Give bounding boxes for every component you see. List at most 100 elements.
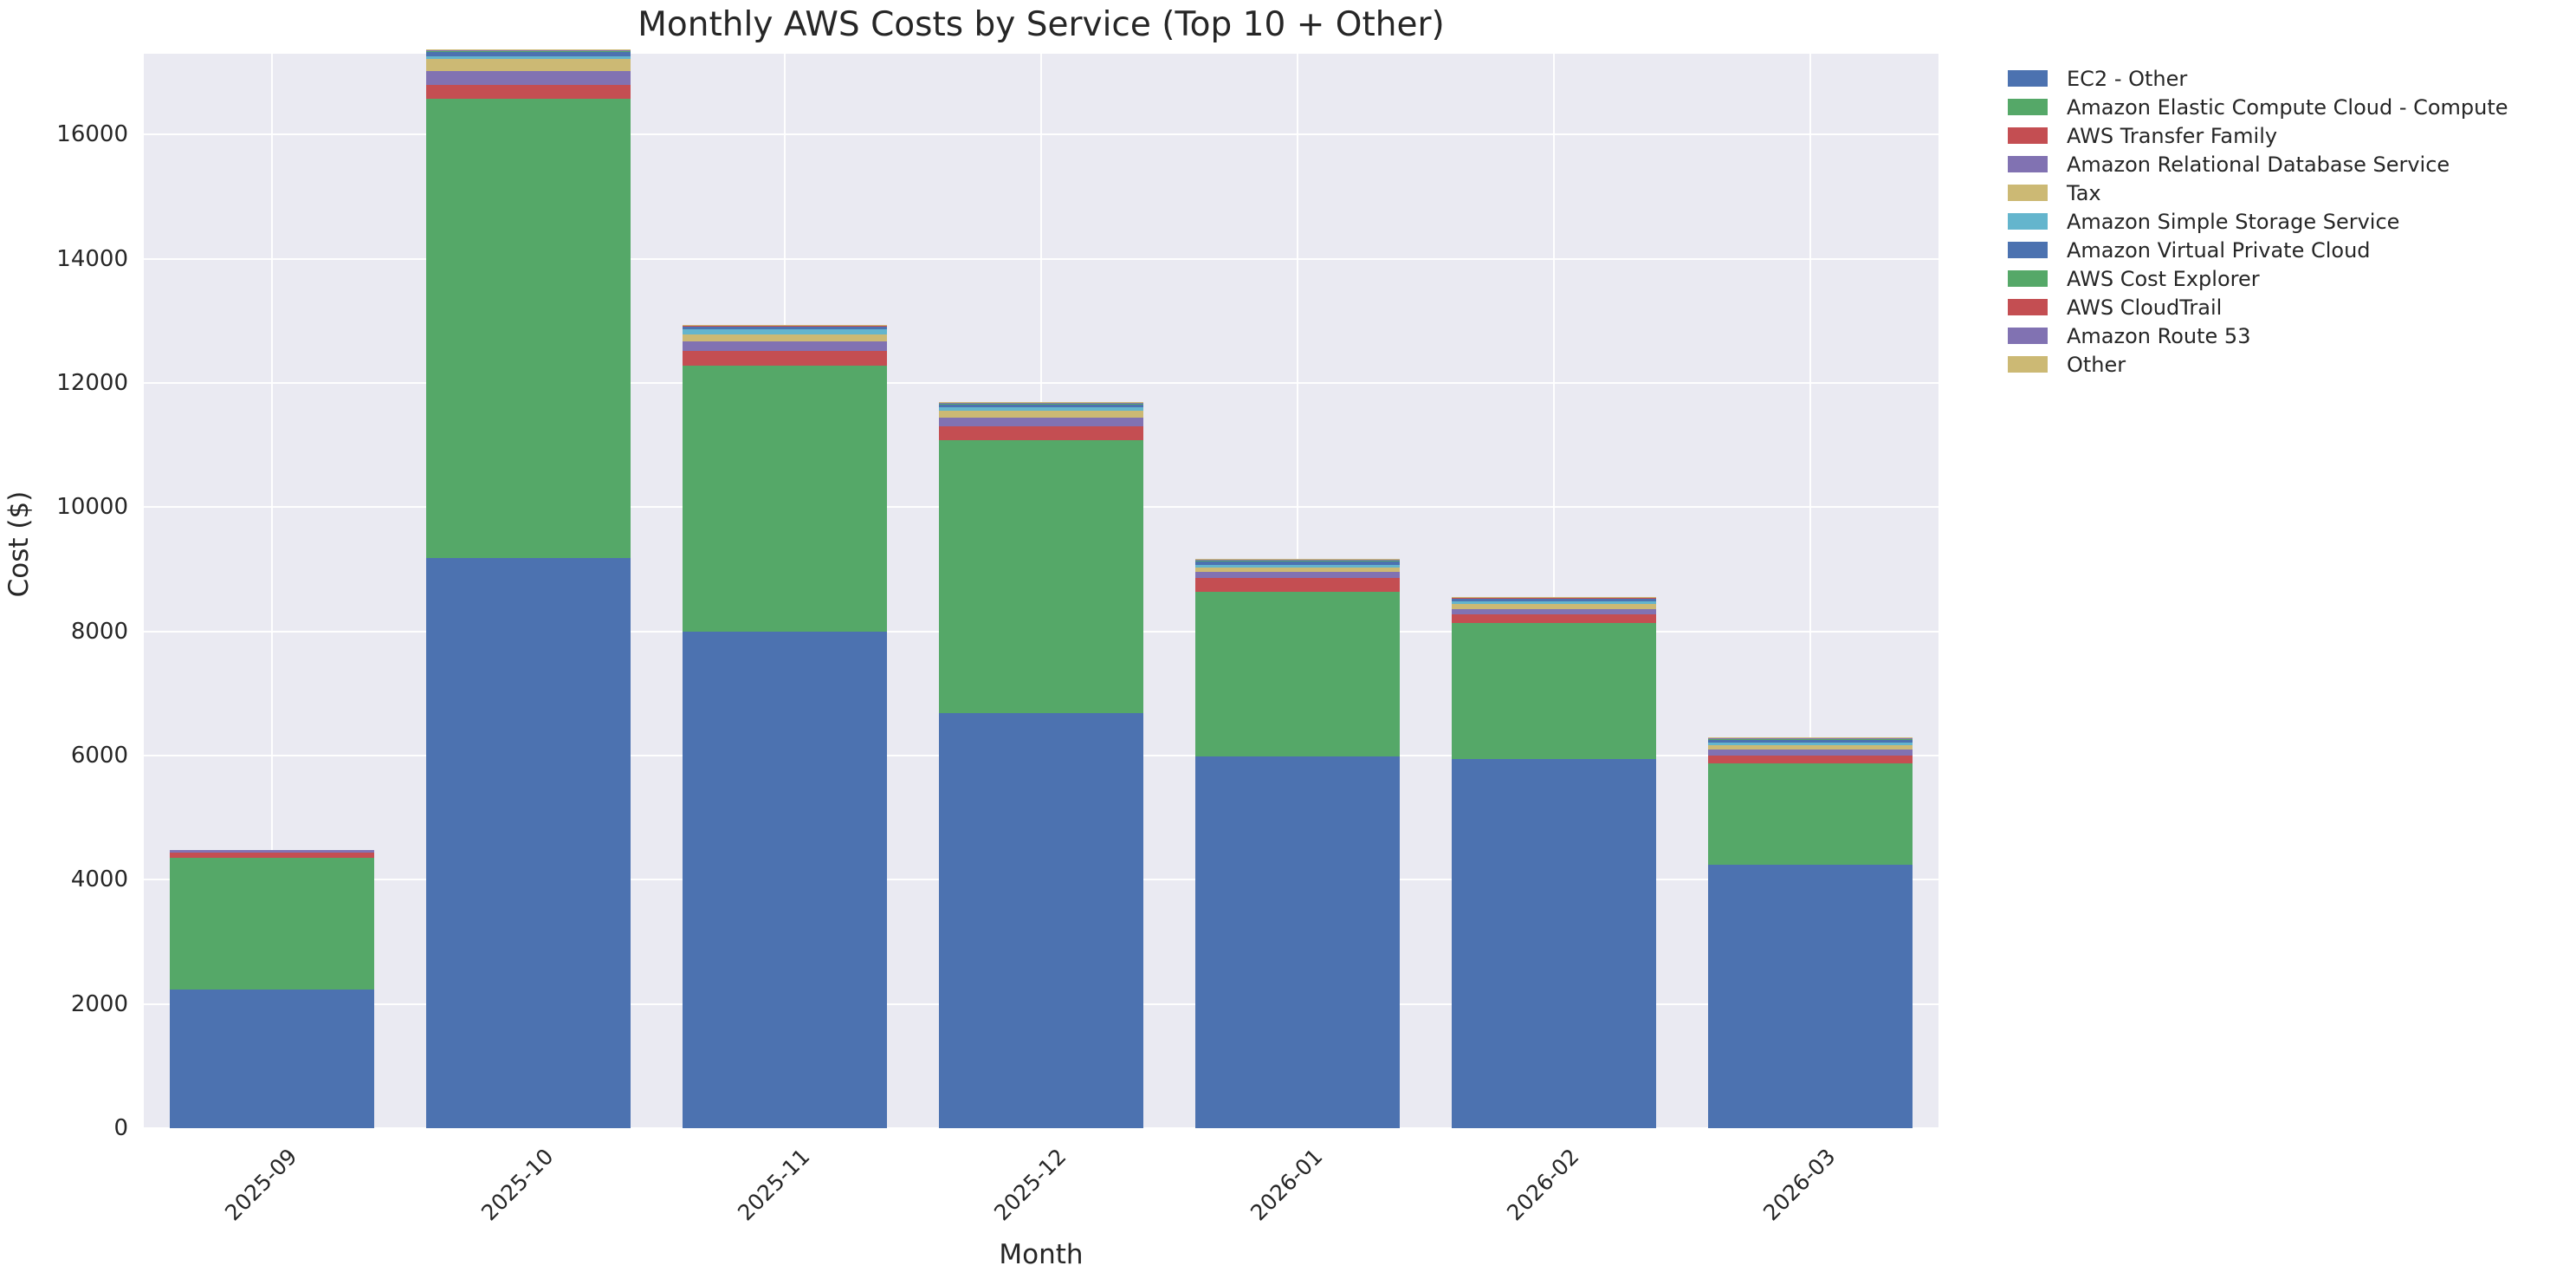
bar-stack[interactable] — [1195, 559, 1400, 1128]
legend-item[interactable]: EC2 - Other — [2008, 64, 2562, 93]
bar-segment[interactable] — [939, 403, 1143, 405]
legend-item[interactable]: Amazon Relational Database Service — [2008, 150, 2562, 178]
bar-stack[interactable] — [170, 850, 374, 1128]
bar-segment[interactable] — [1708, 750, 1913, 756]
legend-item[interactable]: Amazon Simple Storage Service — [2008, 207, 2562, 236]
bar-segment[interactable] — [1452, 598, 1656, 602]
bar-segment[interactable] — [1452, 601, 1656, 605]
legend-color-swatch — [2008, 242, 2048, 258]
bar-segment[interactable] — [426, 51, 631, 57]
legend-item[interactable]: Tax — [2008, 178, 2562, 207]
bar-segment[interactable] — [683, 350, 887, 366]
bar-segment[interactable] — [683, 324, 887, 326]
gridline-vertical — [1553, 54, 1555, 1128]
bar-segment[interactable] — [939, 417, 1143, 426]
chart-legend: EC2 - Other Amazon Elastic Compute Cloud … — [2008, 64, 2562, 379]
bar-segment[interactable] — [683, 632, 887, 1128]
bar-segment[interactable] — [1708, 865, 1913, 1128]
legend-item[interactable]: Other — [2008, 350, 2562, 379]
bar-segment[interactable] — [1195, 561, 1400, 565]
bar-segment[interactable] — [939, 713, 1143, 1128]
gridline-horizontal — [144, 1127, 1938, 1129]
legend-item-label: Amazon Virtual Private Cloud — [2067, 237, 2371, 263]
legend-color-swatch — [2008, 156, 2048, 172]
bar-segment[interactable] — [1452, 759, 1656, 1128]
legend-item[interactable]: AWS Transfer Family — [2008, 121, 2562, 150]
bar-segment[interactable] — [426, 71, 631, 86]
bar-segment[interactable] — [426, 59, 631, 72]
legend-item[interactable]: Amazon Virtual Private Cloud — [2008, 236, 2562, 264]
bar-segment[interactable] — [426, 558, 631, 1128]
bar-segment[interactable] — [939, 404, 1143, 407]
bar-segment[interactable] — [683, 334, 887, 341]
bar-segment[interactable] — [1195, 572, 1400, 578]
legend-color-swatch — [2008, 70, 2048, 87]
legend-item-label: Tax — [2067, 180, 2101, 205]
bar-segment[interactable] — [683, 329, 887, 334]
legend-item-label: EC2 - Other — [2067, 66, 2188, 91]
bar-segment[interactable] — [170, 990, 374, 1128]
legend-item-label: Amazon Simple Storage Service — [2067, 209, 2400, 234]
bar-segment[interactable] — [1195, 559, 1400, 561]
bar-segment[interactable] — [939, 402, 1143, 404]
y-tick-label: 0 — [113, 1115, 128, 1141]
bar-segment[interactable] — [683, 326, 887, 328]
legend-color-swatch — [2008, 299, 2048, 315]
bar-segment[interactable] — [1195, 592, 1400, 757]
bar-stack[interactable] — [1708, 737, 1913, 1128]
gridline-vertical — [1809, 54, 1811, 1128]
bar-segment[interactable] — [426, 85, 631, 99]
bar-segment[interactable] — [1195, 756, 1400, 1128]
bar-segment[interactable] — [426, 50, 631, 52]
bar-segment[interactable] — [426, 56, 631, 60]
bar-segment[interactable] — [1708, 738, 1913, 740]
bar-segment[interactable] — [1708, 763, 1913, 866]
bar-segment[interactable] — [170, 850, 374, 853]
gridline-vertical — [271, 54, 273, 1128]
legend-item[interactable]: AWS Cost Explorer — [2008, 264, 2562, 293]
bar-segment[interactable] — [939, 411, 1143, 418]
bar-segment[interactable] — [1195, 568, 1400, 573]
bar-stack[interactable] — [683, 324, 887, 1128]
bar-stack[interactable] — [1452, 596, 1656, 1128]
bar-segment[interactable] — [1452, 596, 1656, 598]
legend-item-label: AWS Cost Explorer — [2067, 266, 2260, 291]
bar-segment[interactable] — [1452, 622, 1656, 760]
bar-segment[interactable] — [1708, 742, 1913, 746]
bar-segment[interactable] — [1708, 739, 1913, 743]
bar-segment[interactable] — [426, 98, 631, 558]
y-tick-label: 6000 — [70, 742, 128, 769]
bar-segment[interactable] — [170, 852, 374, 859]
bar-segment[interactable] — [1452, 598, 1656, 600]
bar-segment[interactable] — [426, 49, 631, 51]
y-tick-label: 4000 — [70, 866, 128, 893]
y-tick-label: 10000 — [56, 494, 128, 521]
bar-segment[interactable] — [1452, 608, 1656, 615]
bar-segment[interactable] — [1452, 604, 1656, 609]
bar-segment[interactable] — [683, 365, 887, 633]
bar-segment[interactable] — [683, 327, 887, 330]
bar-segment[interactable] — [1708, 737, 1913, 739]
bar-stack[interactable] — [426, 49, 631, 1128]
legend-item[interactable]: Amazon Route 53 — [2008, 321, 2562, 350]
bar-segment[interactable] — [1708, 745, 1913, 750]
bar-segment[interactable] — [170, 858, 374, 990]
plot-area — [144, 49, 1938, 1129]
bar-segment[interactable] — [683, 341, 887, 351]
bar-segment[interactable] — [1452, 614, 1656, 623]
bar-segment[interactable] — [1195, 577, 1400, 593]
bar-stack[interactable] — [939, 402, 1143, 1128]
bar-segment[interactable] — [1195, 564, 1400, 568]
legend-item[interactable]: AWS CloudTrail — [2008, 293, 2562, 321]
chart-title: Monthly AWS Costs by Service (Top 10 + O… — [638, 5, 1445, 44]
bar-segment[interactable] — [939, 439, 1143, 714]
bar-segment[interactable] — [1708, 755, 1913, 764]
y-tick-label: 14000 — [56, 245, 128, 272]
bar-segment[interactable] — [939, 425, 1143, 440]
legend-color-swatch — [2008, 213, 2048, 230]
bar-segment[interactable] — [939, 406, 1143, 412]
y-tick-label: 12000 — [56, 369, 128, 396]
y-axis-label: Cost ($) — [3, 490, 35, 598]
legend-item[interactable]: Amazon Elastic Compute Cloud - Compute — [2008, 93, 2562, 121]
